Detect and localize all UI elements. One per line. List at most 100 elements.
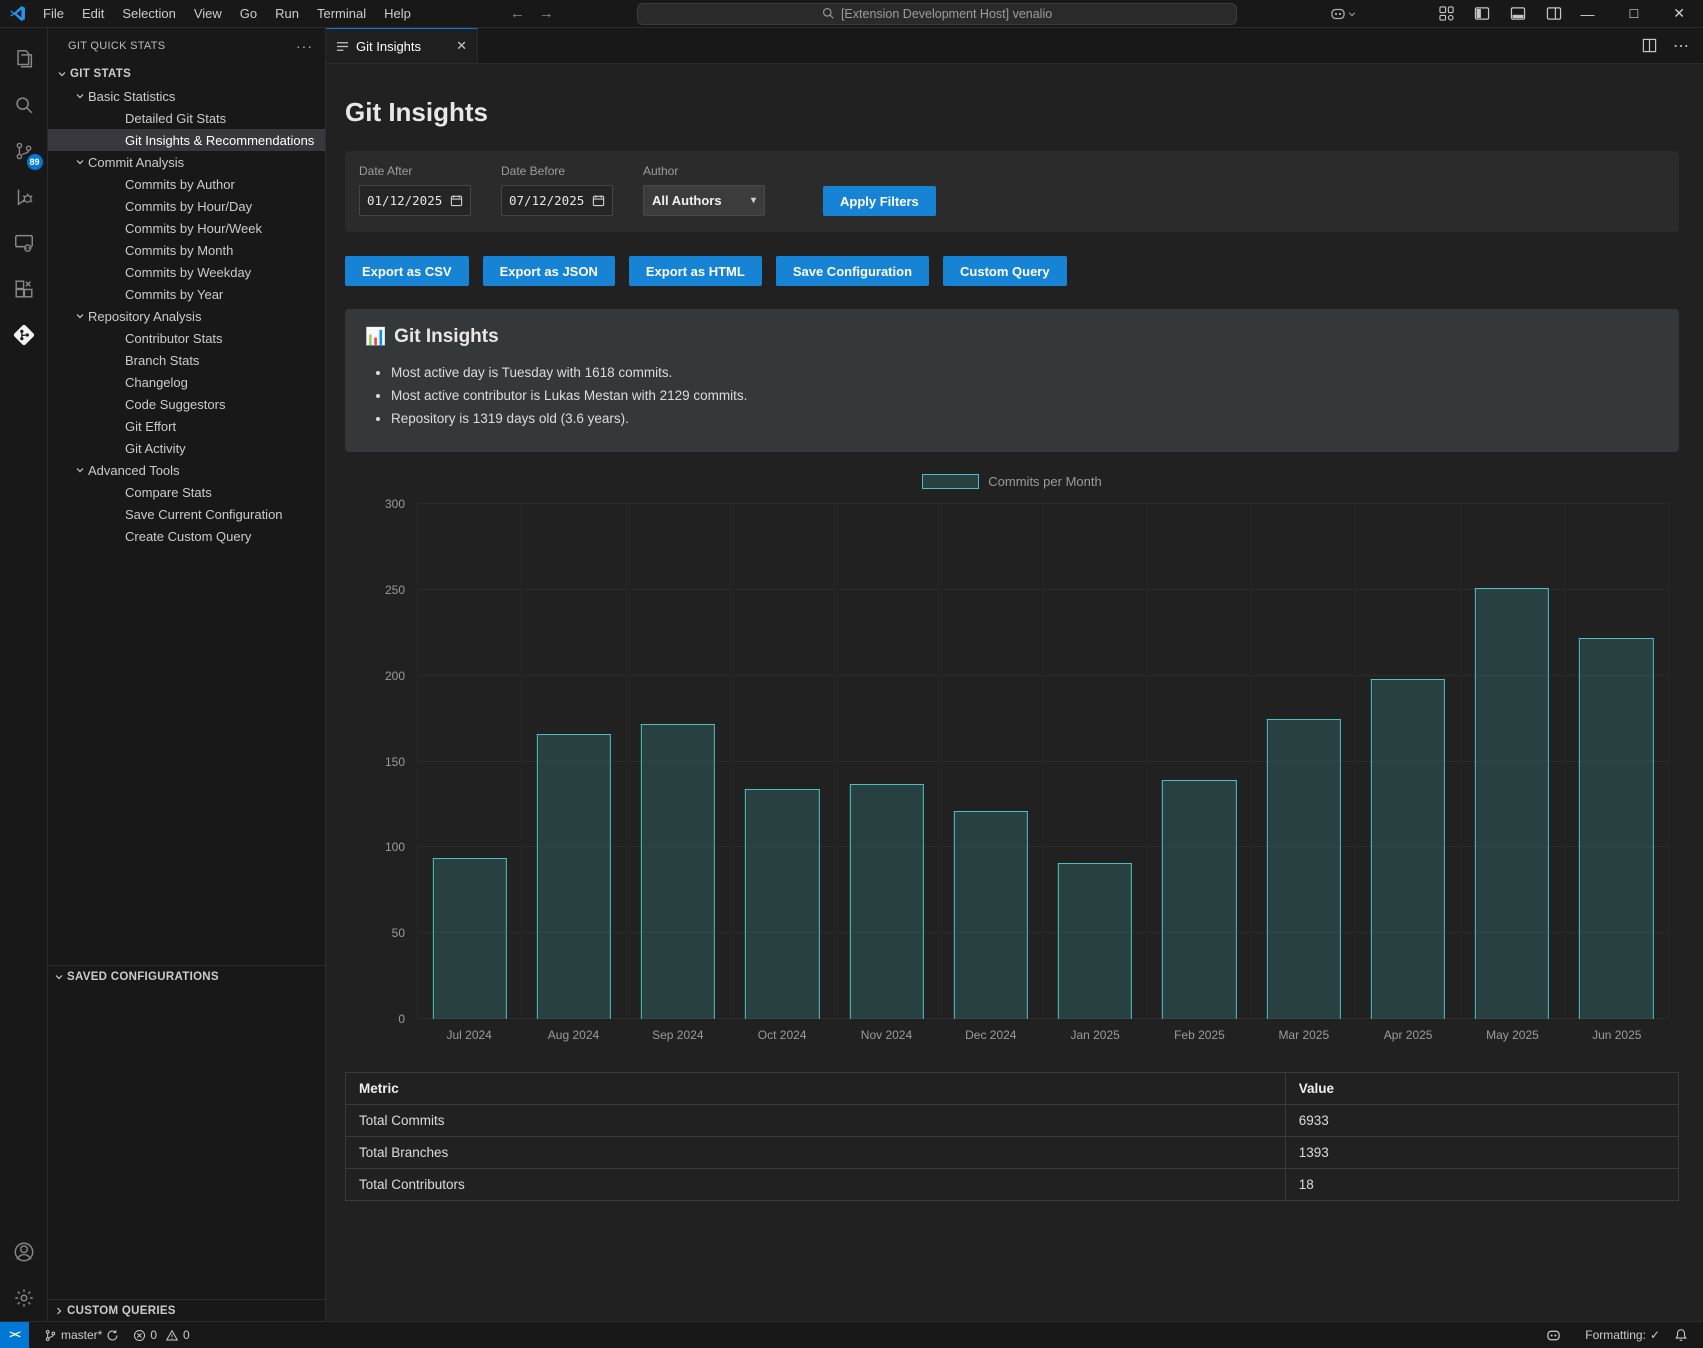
tree-item-detailed-git-stats[interactable]: Detailed Git Stats bbox=[48, 107, 325, 129]
source-control-icon[interactable]: 89 bbox=[0, 128, 48, 174]
tab-close-icon[interactable]: ✕ bbox=[456, 38, 467, 54]
bar-nov-2024[interactable] bbox=[849, 784, 923, 1019]
export-as-json-button[interactable]: Export as JSON bbox=[483, 256, 615, 286]
copilot-menu-button[interactable] bbox=[1330, 6, 1356, 22]
menu-run[interactable]: Run bbox=[266, 0, 308, 27]
save-configuration-button[interactable]: Save Configuration bbox=[776, 256, 929, 286]
minimize-button[interactable]: — bbox=[1580, 6, 1594, 22]
chevron-down-icon bbox=[1348, 10, 1356, 18]
tree-item-commits-by-weekday[interactable]: Commits by Weekday bbox=[48, 261, 325, 283]
run-debug-icon[interactable] bbox=[0, 174, 48, 220]
explorer-icon[interactable] bbox=[0, 36, 48, 82]
menu-help[interactable]: Help bbox=[375, 0, 420, 27]
tree-item-basic-statistics[interactable]: Basic Statistics bbox=[48, 85, 325, 107]
bar-jul-2024[interactable] bbox=[432, 858, 506, 1019]
maximize-button[interactable]: ☐ bbox=[1628, 7, 1639, 21]
account-icon[interactable] bbox=[0, 1229, 48, 1275]
bar-slot bbox=[1564, 504, 1669, 1019]
tree-item-git-stats[interactable]: GIT STATS bbox=[48, 63, 325, 85]
toggle-primary-sidebar-icon[interactable] bbox=[1474, 6, 1490, 21]
bar-sep-2024[interactable] bbox=[641, 724, 715, 1019]
section-custom-queries[interactable]: CUSTOM QUERIES bbox=[48, 1299, 325, 1321]
tree-item-git-activity[interactable]: Git Activity bbox=[48, 437, 325, 459]
command-center-search[interactable]: [Extension Development Host] venalio bbox=[637, 3, 1237, 25]
metrics-table: MetricValue Total Commits6933Total Branc… bbox=[345, 1072, 1679, 1201]
author-select[interactable]: All Authors ▾ bbox=[643, 185, 765, 216]
bar-mar-2025[interactable] bbox=[1266, 719, 1340, 1019]
chart-legend[interactable]: Commits per Month bbox=[345, 472, 1679, 490]
tree-item-save-current-configuration[interactable]: Save Current Configuration bbox=[48, 503, 325, 525]
table-cell: Total Contributors bbox=[346, 1169, 1286, 1201]
remote-indicator-button[interactable]: >< bbox=[0, 1322, 29, 1348]
customize-layout-icon[interactable] bbox=[1439, 6, 1454, 21]
bar-aug-2024[interactable] bbox=[537, 734, 611, 1019]
chart-emoji-icon: 📊 bbox=[365, 327, 386, 347]
menu-file[interactable]: File bbox=[34, 0, 73, 27]
tree-item-commits-by-hour-week[interactable]: Commits by Hour/Week bbox=[48, 217, 325, 239]
extensions-icon[interactable] bbox=[0, 266, 48, 312]
sidebar-more-actions-icon[interactable]: ··· bbox=[296, 38, 313, 54]
bar-slot bbox=[1355, 504, 1459, 1019]
y-axis-tick: 200 bbox=[385, 669, 405, 683]
toggle-panel-icon[interactable] bbox=[1510, 6, 1526, 21]
notifications-bell-icon[interactable] bbox=[1667, 1328, 1695, 1342]
tree-item-changelog[interactable]: Changelog bbox=[48, 371, 325, 393]
tree-item-compare-stats[interactable]: Compare Stats bbox=[48, 481, 325, 503]
settings-gear-icon[interactable] bbox=[0, 1275, 48, 1321]
tree-item-commits-by-month[interactable]: Commits by Month bbox=[48, 239, 325, 261]
x-axis-label: Aug 2024 bbox=[521, 1028, 625, 1042]
date-after-input[interactable]: 01/12/2025 bbox=[359, 185, 471, 216]
tree-item-commits-by-year[interactable]: Commits by Year bbox=[48, 283, 325, 305]
formatting-status[interactable]: Formatting: ✓ bbox=[1578, 1328, 1667, 1342]
bar-slot bbox=[1147, 504, 1251, 1019]
bar-slot bbox=[730, 504, 834, 1019]
nav-forward-button[interactable]: → bbox=[539, 5, 554, 22]
export-as-html-button[interactable]: Export as HTML bbox=[629, 256, 762, 286]
bar-slot bbox=[1460, 504, 1564, 1019]
bar-feb-2025[interactable] bbox=[1162, 780, 1236, 1019]
branch-status-button[interactable]: master* bbox=[37, 1322, 126, 1348]
apply-filters-button[interactable]: Apply Filters bbox=[823, 186, 936, 216]
tree-item-commits-by-hour-day[interactable]: Commits by Hour/Day bbox=[48, 195, 325, 217]
tab-git-insights[interactable]: Git Insights ✕ bbox=[326, 28, 478, 63]
tree-item-advanced-tools[interactable]: Advanced Tools bbox=[48, 459, 325, 481]
tree-item-git-effort[interactable]: Git Effort bbox=[48, 415, 325, 437]
table-cell: 1393 bbox=[1285, 1137, 1678, 1169]
bar-jan-2025[interactable] bbox=[1058, 863, 1132, 1019]
bar-may-2025[interactable] bbox=[1475, 588, 1549, 1019]
menu-edit[interactable]: Edit bbox=[73, 0, 113, 27]
bar-apr-2025[interactable] bbox=[1371, 679, 1445, 1019]
tree-item-create-custom-query[interactable]: Create Custom Query bbox=[48, 525, 325, 547]
problems-button[interactable]: 0 0 bbox=[126, 1322, 196, 1348]
tree-item-code-suggestors[interactable]: Code Suggestors bbox=[48, 393, 325, 415]
bar-dec-2024[interactable] bbox=[954, 811, 1028, 1019]
y-axis-tick: 250 bbox=[385, 583, 405, 597]
remote-explorer-icon[interactable] bbox=[0, 220, 48, 266]
tree-item-contributor-stats[interactable]: Contributor Stats bbox=[48, 327, 325, 349]
editor-more-actions-icon[interactable]: ⋯ bbox=[1673, 36, 1689, 56]
export-as-csv-button[interactable]: Export as CSV bbox=[345, 256, 469, 286]
tree-item-repository-analysis[interactable]: Repository Analysis bbox=[48, 305, 325, 327]
toggle-secondary-sidebar-icon[interactable] bbox=[1546, 6, 1562, 21]
bar-jun-2025[interactable] bbox=[1579, 638, 1653, 1019]
menu-selection[interactable]: Selection bbox=[113, 0, 184, 27]
date-before-input[interactable]: 07/12/2025 bbox=[501, 185, 613, 216]
tree-item-commits-by-author[interactable]: Commits by Author bbox=[48, 173, 325, 195]
search-icon[interactable] bbox=[0, 82, 48, 128]
insights-list: Most active day is Tuesday with 1618 com… bbox=[365, 361, 1659, 430]
menu-view[interactable]: View bbox=[185, 0, 231, 27]
menu-terminal[interactable]: Terminal bbox=[308, 0, 375, 27]
tree-item-branch-stats[interactable]: Branch Stats bbox=[48, 349, 325, 371]
git-quick-stats-icon[interactable] bbox=[0, 312, 48, 358]
copilot-status-button[interactable] bbox=[1539, 1328, 1568, 1343]
split-editor-icon[interactable] bbox=[1642, 38, 1657, 53]
bar-slot bbox=[834, 504, 938, 1019]
section-saved-configurations[interactable]: SAVED CONFIGURATIONS bbox=[48, 965, 325, 987]
close-button[interactable]: ✕ bbox=[1673, 5, 1685, 22]
tree-item-git-insights-recommendations[interactable]: Git Insights & Recommendations bbox=[48, 129, 325, 151]
custom-query-button[interactable]: Custom Query bbox=[943, 256, 1067, 286]
tree-item-commit-analysis[interactable]: Commit Analysis bbox=[48, 151, 325, 173]
nav-back-button[interactable]: ← bbox=[510, 5, 525, 22]
menu-go[interactable]: Go bbox=[231, 0, 266, 27]
bar-oct-2024[interactable] bbox=[745, 789, 819, 1019]
